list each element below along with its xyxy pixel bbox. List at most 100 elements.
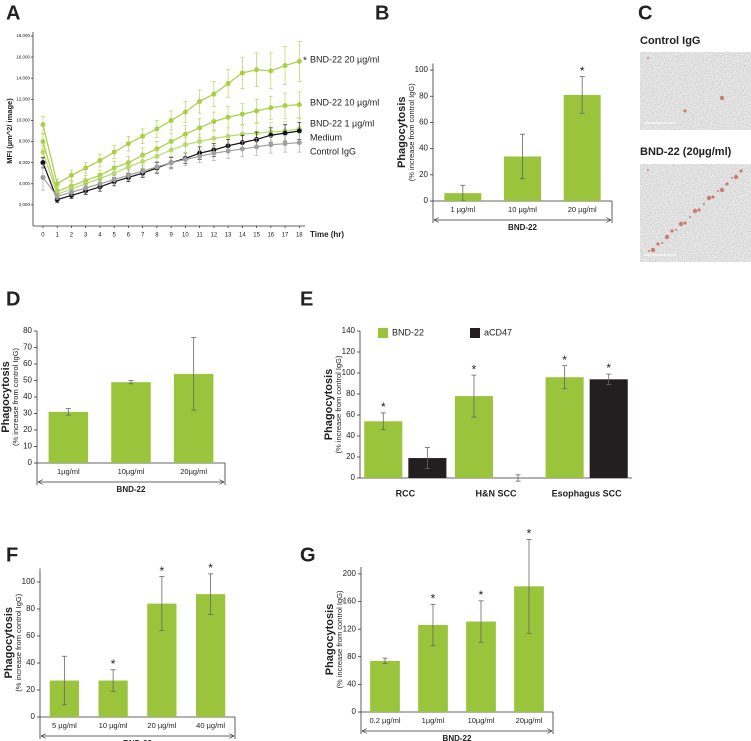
y-tick-label: 80 <box>23 326 32 335</box>
red-cell <box>711 195 715 199</box>
data-point <box>254 144 260 150</box>
significance: * <box>111 657 116 671</box>
y-tick-label: 60 <box>26 631 35 640</box>
y-tick-label: 80 <box>347 652 356 661</box>
x-tick-label: 20µg/ml <box>180 467 207 476</box>
x-tick-label: 4 <box>98 233 102 239</box>
red-cell <box>647 57 649 59</box>
y-tick-label: 6,000 <box>19 160 31 165</box>
y-tick-label: 2,000 <box>19 202 31 207</box>
data-point <box>40 122 46 128</box>
data-point <box>268 105 274 111</box>
significance: * <box>208 561 213 575</box>
legend-swatch <box>470 328 480 338</box>
data-point <box>140 133 146 139</box>
bar <box>370 660 400 712</box>
x-tick-label: 13 <box>225 233 232 239</box>
data-point <box>182 157 188 162</box>
y-tick-label: 0 <box>352 707 357 716</box>
data-point <box>111 170 117 176</box>
data-point <box>168 160 174 166</box>
series-label: BND-22 20 µg/ml <box>310 54 379 64</box>
data-point <box>40 174 46 180</box>
y-axis-sublabel: (% increase from control IgG) <box>335 590 344 688</box>
data-point <box>296 102 302 108</box>
y-tick-label: 140 <box>342 326 356 335</box>
data-point <box>140 168 146 174</box>
y-tick-label: 120 <box>343 624 357 633</box>
panel-letter: F <box>6 544 18 566</box>
panel-letter: D <box>6 288 20 310</box>
series-label: BND-22 10 µg/ml <box>310 97 379 107</box>
y-axis-sublabel: (% increase from control IgG) <box>334 355 343 453</box>
data-point <box>182 131 188 137</box>
red-cell <box>719 187 725 193</box>
red-cell <box>692 208 698 214</box>
bar <box>589 379 628 478</box>
bar <box>545 377 584 478</box>
data-point <box>211 119 217 124</box>
data-point <box>197 125 203 131</box>
data-point <box>111 177 117 183</box>
data-point <box>54 193 60 199</box>
data-point <box>40 160 46 166</box>
significance: * <box>431 591 436 605</box>
red-cell <box>661 242 663 244</box>
y-tick-label: 10 <box>23 442 32 451</box>
y-tick-label: 20 <box>23 425 32 434</box>
y-tick-label: 0 <box>424 196 429 205</box>
y-tick-label: 12,000 <box>16 97 30 102</box>
data-point <box>225 81 231 86</box>
data-point <box>182 109 188 115</box>
x-tick-label: 0 <box>41 233 45 239</box>
y-tick-label: 50 <box>23 376 32 385</box>
x-tick-label: 7 <box>141 233 145 239</box>
data-point <box>282 63 288 69</box>
x-axis-label: Time (hr) <box>310 230 344 239</box>
y-tick-label: 40 <box>346 431 355 440</box>
y-tick-label: 20 <box>346 452 355 461</box>
x-tick-label: 0.2 µg/ml <box>370 716 401 725</box>
data-point <box>225 148 231 154</box>
y-tick-label: 40 <box>347 679 356 688</box>
data-point <box>239 146 245 152</box>
y-tick-label: 100 <box>342 368 356 377</box>
y-tick-label: 10,000 <box>16 118 30 123</box>
red-cell <box>697 208 701 212</box>
data-point <box>211 135 217 141</box>
red-cell <box>706 195 712 201</box>
y-tick-label: 70 <box>23 343 32 352</box>
red-cell <box>703 203 705 205</box>
legend-label: BND-22 <box>392 327 424 337</box>
panel-letter: B <box>375 2 389 24</box>
y-axis-sublabel: (% increase from control IgG) <box>14 593 23 691</box>
panel-letter: C <box>638 2 652 24</box>
data-point <box>140 159 146 165</box>
y-axis-label: Phagocytosis <box>323 369 335 441</box>
data-point <box>154 164 160 170</box>
bar <box>111 382 151 463</box>
legend-label: aCD47 <box>484 327 512 337</box>
data-point <box>125 164 131 170</box>
significance: * <box>580 64 585 78</box>
group-label: BND-22 <box>443 734 472 741</box>
data-point <box>97 158 103 164</box>
group-label-bg <box>115 485 147 495</box>
y-tick-label: 80 <box>346 389 355 398</box>
data-point <box>168 117 174 123</box>
significance: * <box>472 362 477 376</box>
data-point <box>40 149 46 155</box>
red-cell <box>683 109 687 113</box>
y-tick-label: 20 <box>419 170 428 179</box>
group-label: BND-22 <box>508 223 537 232</box>
x-tick-label: 10µg/ml <box>118 467 145 476</box>
x-tick-label: 1 <box>56 233 60 239</box>
panel-letter: A <box>6 2 20 24</box>
data-point <box>225 114 231 120</box>
y-tick-label: 60 <box>346 410 355 419</box>
data-point <box>282 141 288 147</box>
data-point <box>268 68 274 74</box>
significance: * <box>479 588 484 602</box>
